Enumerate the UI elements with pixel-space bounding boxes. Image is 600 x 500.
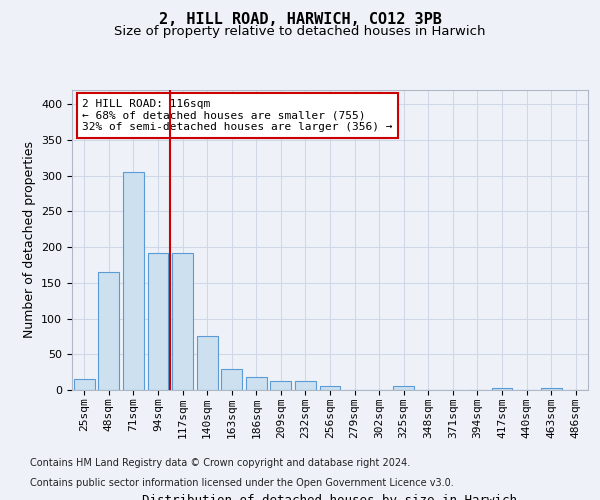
Bar — [98, 272, 119, 390]
X-axis label: Distribution of detached houses by size in Harwich: Distribution of detached houses by size … — [143, 494, 517, 500]
Bar — [123, 172, 144, 390]
Text: Size of property relative to detached houses in Harwich: Size of property relative to detached ho… — [114, 25, 486, 38]
Bar — [74, 380, 95, 390]
Bar — [172, 253, 193, 390]
Text: Contains HM Land Registry data © Crown copyright and database right 2024.: Contains HM Land Registry data © Crown c… — [30, 458, 410, 468]
Bar — [491, 388, 512, 390]
Text: 2 HILL ROAD: 116sqm
← 68% of detached houses are smaller (755)
32% of semi-detac: 2 HILL ROAD: 116sqm ← 68% of detached ho… — [82, 99, 393, 132]
Y-axis label: Number of detached properties: Number of detached properties — [23, 142, 35, 338]
Text: Contains public sector information licensed under the Open Government Licence v3: Contains public sector information licen… — [30, 478, 454, 488]
Bar — [148, 253, 169, 390]
Bar — [320, 386, 340, 390]
Text: 2, HILL ROAD, HARWICH, CO12 3PB: 2, HILL ROAD, HARWICH, CO12 3PB — [158, 12, 442, 28]
Bar — [246, 377, 267, 390]
Bar — [271, 382, 292, 390]
Bar — [221, 368, 242, 390]
Bar — [393, 386, 414, 390]
Bar — [541, 388, 562, 390]
Bar — [197, 336, 218, 390]
Bar — [295, 382, 316, 390]
